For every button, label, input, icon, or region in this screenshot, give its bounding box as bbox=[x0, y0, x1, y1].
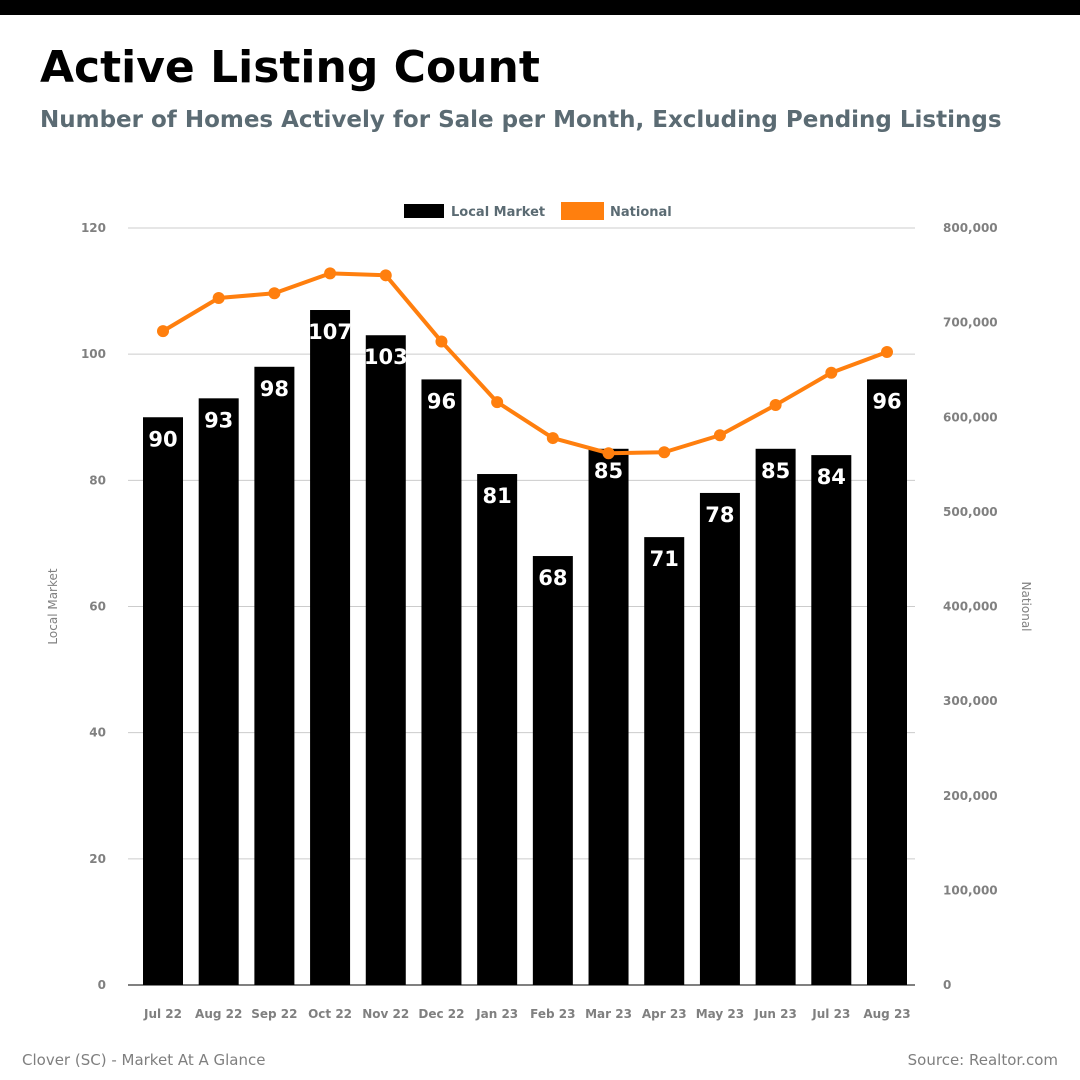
x-tick-label: Feb 23 bbox=[530, 1007, 575, 1021]
bar-value-label: 96 bbox=[427, 389, 456, 413]
x-tick-label: Sep 22 bbox=[251, 1007, 297, 1021]
bar-value-label: 81 bbox=[483, 484, 512, 508]
y-right-tick-label: 100,000 bbox=[943, 883, 998, 897]
bar-apr-23 bbox=[644, 537, 685, 985]
x-tick-label: Aug 22 bbox=[195, 1007, 242, 1021]
bar-value-label: 93 bbox=[204, 408, 233, 432]
national-point-feb-23 bbox=[546, 432, 559, 445]
bar-oct-22 bbox=[310, 310, 351, 986]
x-tick-label: Dec 22 bbox=[418, 1007, 464, 1021]
bar-value-label: 98 bbox=[260, 377, 289, 401]
y-left-tick-label: 80 bbox=[89, 473, 106, 487]
top-bar bbox=[0, 0, 1080, 15]
x-tick-label: May 23 bbox=[696, 1007, 744, 1021]
y-right-tick-label: 0 bbox=[943, 978, 951, 992]
national-point-jan-23 bbox=[491, 396, 504, 409]
y-left-tick-label: 120 bbox=[81, 221, 106, 235]
bar-value-label: 78 bbox=[705, 503, 734, 527]
national-point-aug-22 bbox=[212, 292, 225, 305]
national-point-mar-23 bbox=[602, 447, 615, 460]
national-point-jun-23 bbox=[769, 398, 782, 411]
y-left-axis-title: Local Market bbox=[46, 568, 60, 644]
national-point-may-23 bbox=[713, 429, 726, 442]
y-right-axis-title: National bbox=[1019, 581, 1033, 631]
legend-label-local-market: Local Market bbox=[451, 205, 545, 220]
bar-value-label: 90 bbox=[148, 427, 177, 451]
bar-value-label: 96 bbox=[872, 389, 901, 413]
y-left-tick-label: 40 bbox=[89, 726, 106, 740]
y-right-tick-label: 600,000 bbox=[943, 410, 998, 424]
footer-source: Source: Realtor.com bbox=[907, 1051, 1058, 1069]
bar-jan-23 bbox=[477, 474, 518, 985]
bar-value-label: 85 bbox=[761, 459, 790, 483]
x-tick-label: Mar 23 bbox=[585, 1007, 632, 1021]
bar-value-label: 103 bbox=[364, 345, 408, 369]
national-point-jul-23 bbox=[825, 366, 838, 379]
national-point-nov-22 bbox=[379, 269, 392, 282]
bar-value-label: 84 bbox=[817, 465, 846, 489]
legend-swatch-national bbox=[561, 202, 604, 220]
national-point-dec-22 bbox=[435, 335, 448, 348]
chart: 0 20 40 60 80 100 120 0 100,000 200,000 300,000 400… bbox=[46, 202, 1033, 1021]
x-tick-label: Nov 22 bbox=[362, 1007, 409, 1021]
y-right-tick-label: 300,000 bbox=[943, 694, 998, 708]
national-point-apr-23 bbox=[658, 446, 671, 459]
x-tick-label: Jun 23 bbox=[753, 1007, 796, 1021]
bar-jun-23 bbox=[755, 448, 796, 986]
bar-sep-22 bbox=[254, 366, 295, 985]
bar-feb-23 bbox=[532, 556, 573, 985]
y-right-tick-label: 700,000 bbox=[943, 316, 998, 330]
chart-title: Active Listing Count bbox=[40, 42, 540, 93]
bar-value-label: 71 bbox=[650, 547, 679, 571]
bar-value-label: 85 bbox=[594, 459, 623, 483]
x-tick-label: Jan 23 bbox=[475, 1007, 518, 1021]
bar-aug-22 bbox=[198, 398, 239, 985]
y-left-tick-label: 60 bbox=[89, 600, 106, 614]
bar-mar-23 bbox=[588, 448, 629, 986]
bar-dec-22 bbox=[421, 379, 462, 985]
y-right-tick-label: 400,000 bbox=[943, 600, 998, 614]
national-point-sep-22 bbox=[268, 287, 281, 300]
bar-jul-23 bbox=[811, 455, 852, 986]
national-point-jul-22 bbox=[157, 325, 169, 338]
legend-swatch-local-market bbox=[404, 204, 444, 218]
bar-jul-22 bbox=[143, 417, 183, 985]
national-point-oct-22 bbox=[324, 267, 337, 280]
legend-label-national: National bbox=[610, 205, 672, 220]
bar-value-label: 68 bbox=[538, 566, 567, 590]
x-tick-label: Apr 23 bbox=[642, 1007, 687, 1021]
x-tick-label: Jul 23 bbox=[811, 1007, 850, 1021]
x-tick-label: Jul 22 bbox=[143, 1007, 182, 1021]
bar-aug-23 bbox=[867, 379, 907, 985]
x-tick-label: Oct 22 bbox=[308, 1007, 352, 1021]
y-right-tick-label: 800,000 bbox=[943, 221, 998, 235]
national-line bbox=[161, 271, 889, 456]
bar-nov-22 bbox=[365, 335, 406, 985]
y-left-tick-label: 20 bbox=[89, 852, 106, 866]
chart-subtitle: Number of Homes Actively for Sale per Mo… bbox=[40, 107, 1002, 133]
bar-may-23 bbox=[699, 492, 740, 985]
national-point-aug-23 bbox=[881, 345, 893, 358]
y-right-tick-label: 200,000 bbox=[943, 789, 998, 803]
y-left-tick-label: 100 bbox=[81, 347, 106, 361]
y-right-tick-label: 500,000 bbox=[943, 505, 998, 519]
bar-value-label: 107 bbox=[308, 320, 352, 344]
x-tick-label: Aug 23 bbox=[863, 1007, 910, 1021]
footer-market-label: Clover (SC) - Market At A Glance bbox=[22, 1051, 266, 1069]
y-left-tick-label: 0 bbox=[98, 978, 106, 992]
